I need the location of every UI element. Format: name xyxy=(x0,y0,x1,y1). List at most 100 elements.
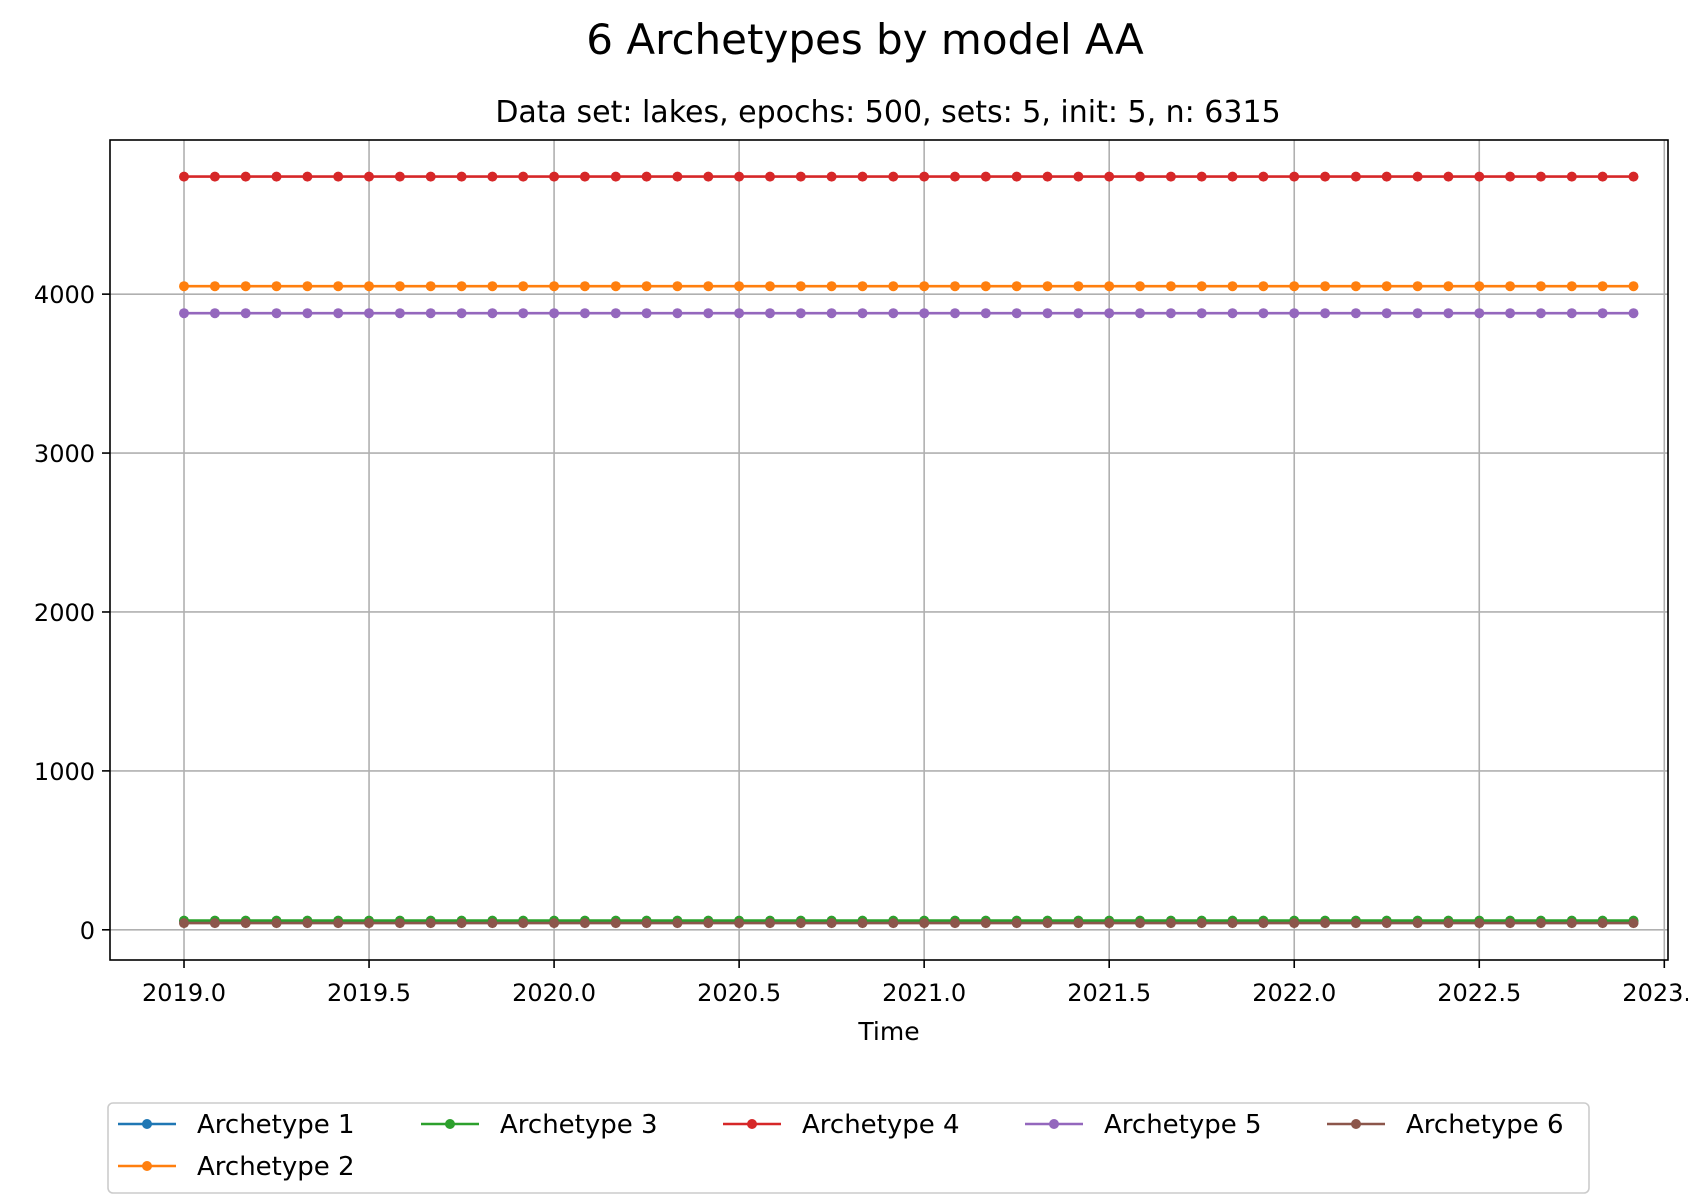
data-point xyxy=(425,281,436,292)
series-archetype-6 xyxy=(179,918,1639,929)
data-point xyxy=(1628,918,1639,929)
data-point xyxy=(1135,918,1145,929)
legend: Archetype 1 Archetype 2 Archetype 3 Archety… xyxy=(107,1102,1590,1194)
data-point xyxy=(795,308,806,319)
data-point xyxy=(425,308,436,319)
data-point xyxy=(394,281,405,292)
y-tick-label: 3000 xyxy=(34,440,95,468)
data-point xyxy=(394,918,405,929)
data-point xyxy=(919,918,930,929)
data-point xyxy=(1196,308,1207,319)
data-point xyxy=(1258,918,1269,929)
data-point xyxy=(579,308,590,319)
data-point xyxy=(333,281,344,292)
data-point xyxy=(518,918,529,929)
data-point xyxy=(1073,308,1084,319)
legend-marker xyxy=(142,1161,152,1171)
data-point xyxy=(919,281,930,292)
data-point xyxy=(1535,918,1546,929)
data-point xyxy=(1350,171,1361,182)
data-point xyxy=(1597,308,1608,319)
data-point xyxy=(1165,171,1176,182)
data-point xyxy=(857,918,868,929)
data-point xyxy=(888,281,899,292)
data-point xyxy=(1535,308,1546,319)
data-point xyxy=(1165,308,1176,319)
data-point xyxy=(1011,171,1022,182)
data-point xyxy=(641,171,652,182)
x-tick-label: 2019.0 xyxy=(142,979,226,1007)
data-point xyxy=(1011,918,1022,929)
data-point xyxy=(1258,281,1269,292)
data-point xyxy=(826,308,837,319)
data-point xyxy=(610,171,621,182)
data-point xyxy=(765,171,775,182)
y-axis: 0 1000 2000 3000 4000 xyxy=(34,281,110,945)
data-point xyxy=(980,308,991,319)
data-point xyxy=(209,918,220,929)
data-point xyxy=(209,171,220,182)
x-axis-label: Time xyxy=(857,1017,919,1046)
data-point xyxy=(1474,171,1485,182)
data-point xyxy=(1320,918,1331,929)
legend-item-archetype-2: Archetype 2 xyxy=(118,1152,355,1182)
data-point xyxy=(1042,308,1053,319)
data-point xyxy=(1073,918,1084,929)
data-point xyxy=(549,308,560,319)
data-point xyxy=(1535,171,1546,182)
data-point xyxy=(888,918,899,929)
data-point xyxy=(703,171,714,182)
data-point xyxy=(1289,281,1300,292)
data-point xyxy=(302,918,313,929)
data-point xyxy=(1196,281,1207,292)
data-point xyxy=(857,171,868,182)
x-tick-label: 2020.0 xyxy=(512,979,596,1007)
data-point xyxy=(1381,918,1392,929)
data-point xyxy=(950,918,960,929)
data-point xyxy=(795,281,806,292)
data-point xyxy=(209,308,220,319)
data-point xyxy=(1474,281,1485,292)
legend-marker xyxy=(142,1119,152,1129)
data-point xyxy=(179,918,189,929)
data-point xyxy=(1289,308,1300,319)
data-point xyxy=(240,308,251,319)
legend-marker xyxy=(445,1119,455,1129)
data-point xyxy=(271,918,282,929)
data-point xyxy=(1289,918,1300,929)
data-point xyxy=(179,281,189,292)
data-point xyxy=(271,171,282,182)
data-point xyxy=(1566,308,1577,319)
data-point xyxy=(857,281,868,292)
data-point xyxy=(1628,308,1639,319)
x-tick-label: 2023.0 xyxy=(1622,979,1688,1007)
data-point xyxy=(579,918,590,929)
data-point xyxy=(641,918,652,929)
data-point xyxy=(765,918,775,929)
data-point xyxy=(364,281,374,292)
x-tick-label: 2020.5 xyxy=(697,979,781,1007)
data-point xyxy=(1073,281,1084,292)
chart-title: 6 Archetypes by model AA xyxy=(586,15,1144,64)
data-point xyxy=(795,171,806,182)
data-point xyxy=(302,281,313,292)
x-axis: 2019.0 2019.5 2020.0 2020.5 2021.0 2021.5 2022… xyxy=(142,960,1688,1007)
data-point xyxy=(1165,281,1176,292)
data-point xyxy=(518,281,529,292)
data-point xyxy=(610,281,621,292)
data-point xyxy=(1474,308,1485,319)
data-point xyxy=(734,308,745,319)
data-point xyxy=(456,308,467,319)
y-tick-label: 4000 xyxy=(34,281,95,309)
legend-frame xyxy=(107,1102,1590,1194)
data-point xyxy=(950,171,960,182)
data-point xyxy=(1412,308,1423,319)
x-tick-label: 2021.0 xyxy=(882,979,966,1007)
data-point xyxy=(765,308,775,319)
data-point xyxy=(1320,308,1331,319)
data-point xyxy=(980,918,991,929)
data-point xyxy=(672,918,683,929)
data-point xyxy=(1443,308,1454,319)
chart-subtitle: Data set: lakes, epochs: 500, sets: 5, i… xyxy=(495,95,1280,130)
